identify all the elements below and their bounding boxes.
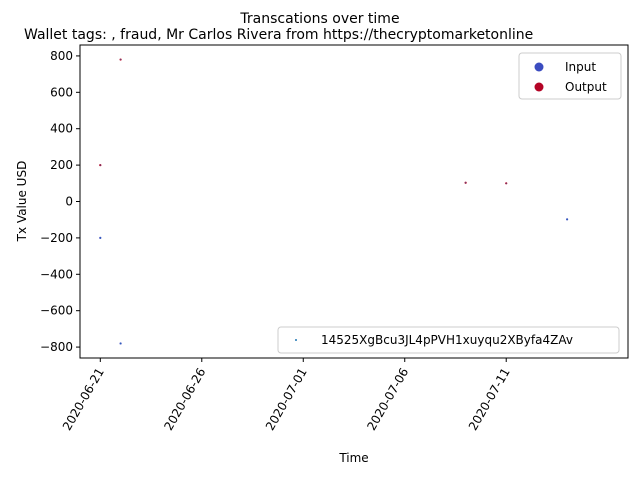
x-axis: 2020-06-21 2020-06-26 2020-07-01 2020-07-06… bbox=[60, 358, 513, 433]
x-tick-label: 2020-06-21 bbox=[60, 366, 107, 433]
legend-types: Input Output bbox=[518, 52, 622, 100]
y-tick-label: −400 bbox=[40, 267, 73, 281]
data-point-core bbox=[99, 164, 101, 166]
y-tick-label: 800 bbox=[50, 49, 73, 63]
x-tick-label: 2020-06-26 bbox=[161, 366, 208, 433]
legend-address: 14525XgBcu3JL4pPVH1xuyqu2XByfa4ZAv bbox=[277, 326, 620, 354]
legend-address-label: 14525XgBcu3JL4pPVH1xuyqu2XByfa4ZAv bbox=[321, 333, 573, 347]
data-point-core bbox=[566, 218, 568, 220]
x-tick-label: 2020-07-11 bbox=[466, 366, 513, 433]
legend-output-marker bbox=[534, 82, 544, 92]
y-axis: −800 −600 −400 −200 0 200 400 600 800 bbox=[40, 49, 80, 354]
legend-input-marker bbox=[534, 62, 544, 72]
y-tick-label: 400 bbox=[50, 122, 73, 136]
y-tick-label: 200 bbox=[50, 158, 73, 172]
legend-types-frame bbox=[518, 52, 622, 100]
data-point-core bbox=[505, 182, 507, 184]
legend-output-label: Output bbox=[565, 80, 607, 94]
x-tick-label: 2020-07-01 bbox=[263, 366, 310, 433]
y-tick-label: −200 bbox=[40, 231, 73, 245]
legend-address-frame bbox=[277, 326, 620, 354]
x-tick-label: 2020-07-06 bbox=[364, 366, 411, 433]
data-point-core bbox=[120, 59, 122, 61]
chart-title: Transcations over time bbox=[239, 11, 399, 27]
legend-input-label: Input bbox=[565, 60, 596, 74]
y-tick-label: 0 bbox=[65, 195, 73, 209]
data-points bbox=[99, 58, 569, 345]
y-axis-label: Tx Value USD bbox=[15, 161, 29, 243]
y-tick-label: −800 bbox=[40, 340, 73, 354]
data-point-core bbox=[120, 342, 122, 344]
data-point-core bbox=[465, 182, 467, 184]
data-point-core bbox=[99, 237, 101, 239]
x-axis-label: Time bbox=[338, 451, 368, 465]
legend-address-marker bbox=[295, 339, 297, 341]
y-tick-label: −600 bbox=[40, 304, 73, 318]
chart-subtitle: Wallet tags: , fraud, Mr Carlos Rivera f… bbox=[24, 27, 533, 43]
y-tick-label: 600 bbox=[50, 85, 73, 99]
